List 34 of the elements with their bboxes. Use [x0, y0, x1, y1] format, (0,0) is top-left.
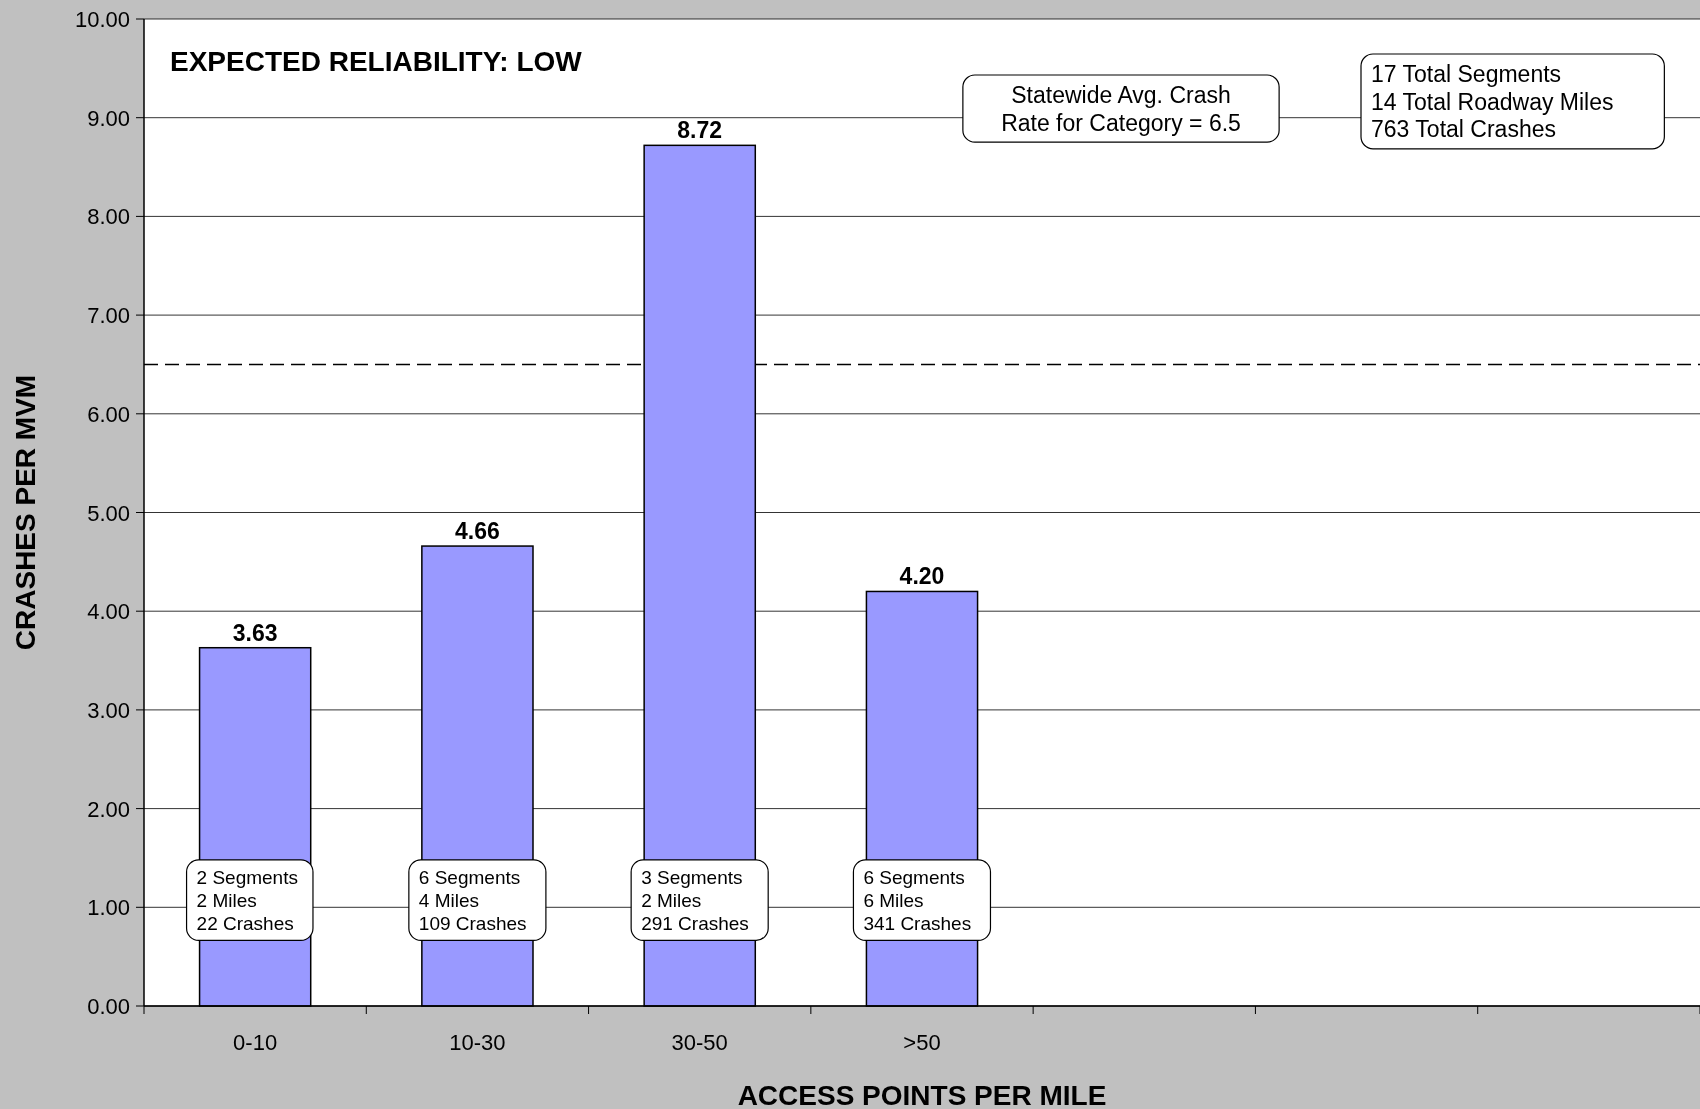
data-label: 4.66: [455, 518, 500, 545]
y-tick-label: 4.00: [87, 599, 130, 625]
text: EXPECTED RELIABILITY: LOW: [170, 46, 583, 77]
callout-box: 3 Segments 2 Miles 291 Crashes: [630, 859, 769, 941]
y-tick-label: 2.00: [87, 796, 130, 822]
y-tick-label: 1.00: [87, 895, 130, 921]
callout-box: 2 Segments 2 Miles 22 Crashes: [185, 859, 314, 941]
y-tick-label: 8.00: [87, 204, 130, 230]
y-axis-title: CRASHES PER MVM: [10, 374, 41, 651]
x-axis-title: ACCESS POINTS PER MILE: [737, 1080, 1107, 1109]
y-tick-label: 3.00: [87, 697, 130, 723]
y-tick-label: 6.00: [87, 401, 130, 427]
y-tick-label: 5.00: [87, 500, 130, 526]
annotation: 3 Segments 2 Miles 291 Crashes: [641, 867, 749, 934]
x-tick-label: 30-50: [671, 1030, 728, 1055]
annotation: 6 Segments 6 Miles 341 Crashes: [863, 867, 972, 934]
y-tick-label: 10.00: [74, 7, 130, 32]
x-tick-label: 10-30: [449, 1030, 506, 1055]
y-tick-label: 0.00: [87, 994, 130, 1019]
data-label: 3.63: [232, 619, 278, 646]
x-tick-label: >50: [903, 1030, 941, 1055]
data-label: 4.20: [899, 563, 945, 590]
callout-box: 6 Segments 6 Miles 341 Crashes: [852, 859, 992, 941]
callout-box: Statewide Avg. Crash Rate for Category = 6.5: [962, 74, 1280, 143]
annotation: 2 Segments 2 Miles 22 Crashes: [196, 867, 298, 934]
ref-line-label: Statewide Avg. Crash Rate for Category = 6.5: [1001, 82, 1241, 136]
callout-box: 6 Segments 4 Miles 109 Crashes: [408, 859, 547, 941]
y-tick-label: 9.00: [87, 105, 130, 131]
x-tick-label: 0-10: [233, 1030, 278, 1055]
y-tick-label: 7.00: [87, 303, 130, 329]
callout-box: 17 Total Segments 14 Total Roadway Miles 763 Total Crashes: [1360, 53, 1665, 150]
annotation: 17 Total Segments 14 Total Roadway Miles 763 Total Crashes: [1371, 61, 1614, 143]
annotation: 6 Segments 4 Miles 109 Crashes: [418, 867, 527, 934]
data-label: 8.72: [677, 117, 723, 144]
